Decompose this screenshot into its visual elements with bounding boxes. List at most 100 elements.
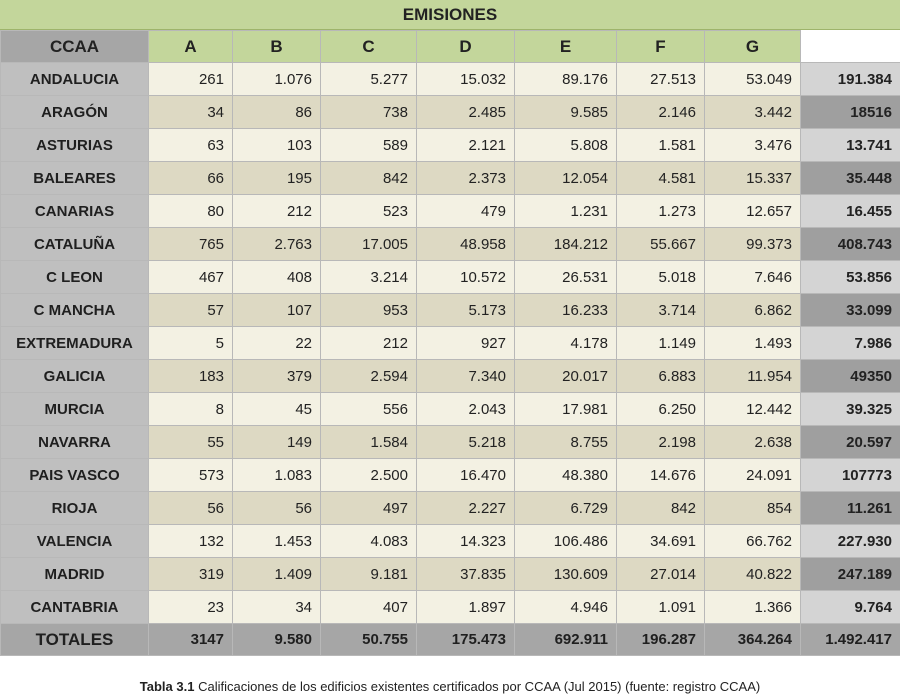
region-name-cell: BALEARES: [0, 161, 149, 195]
region-name-cell: CANTABRIA: [0, 590, 149, 624]
region-name-cell: ANDALUCIA: [0, 62, 149, 96]
value-cell: 10.572: [416, 260, 515, 294]
totals-value-cell: 3147: [148, 623, 233, 656]
value-cell: 5.173: [416, 293, 515, 327]
value-cell: 23: [148, 590, 233, 624]
value-cell: 4.581: [616, 161, 705, 195]
emissions-table: CCAA A B C D E F G ANDALUCIA 261 1.076 5.27…: [0, 30, 900, 656]
value-cell: 1.409: [232, 557, 321, 591]
value-cell: 66: [148, 161, 233, 195]
value-cell: 12.657: [704, 194, 801, 228]
table-body: ANDALUCIA 261 1.076 5.277 15.032 89.176 27.513…: [0, 62, 900, 656]
value-cell: 48.380: [514, 458, 617, 492]
value-cell: 27.014: [616, 557, 705, 591]
value-cell: 16.470: [416, 458, 515, 492]
value-cell: 4.178: [514, 326, 617, 360]
value-cell: 842: [320, 161, 417, 195]
value-cell: 1.083: [232, 458, 321, 492]
table-row: GALICIA 183 379 2.594 7.340 20.017 6.883 11.954…: [0, 359, 900, 393]
row-total-cell: 227.930: [800, 524, 900, 558]
region-name-cell: CANARIAS: [0, 194, 149, 228]
value-cell: 2.121: [416, 128, 515, 162]
table-row: VALENCIA 132 1.453 4.083 14.323 106.486 34.691…: [0, 524, 900, 558]
value-cell: 34: [232, 590, 321, 624]
value-cell: 738: [320, 95, 417, 129]
value-cell: 953: [320, 293, 417, 327]
value-cell: 408: [232, 260, 321, 294]
value-cell: 4.946: [514, 590, 617, 624]
table-row: ARAGÓN 34 86 738 2.485 9.585 2.146 3.442 18516: [0, 95, 900, 129]
value-cell: 212: [232, 194, 321, 228]
table-row: CANARIAS 80 212 523 479 1.231 1.273 12.657 16.45…: [0, 194, 900, 228]
value-cell: 589: [320, 128, 417, 162]
value-cell: 5: [148, 326, 233, 360]
value-cell: 12.442: [704, 392, 801, 426]
value-cell: 3.714: [616, 293, 705, 327]
value-cell: 2.763: [232, 227, 321, 261]
value-cell: 3.214: [320, 260, 417, 294]
row-total-cell: 53.856: [800, 260, 900, 294]
value-cell: 1.581: [616, 128, 705, 162]
region-name-cell: RIOJA: [0, 491, 149, 525]
value-cell: 2.594: [320, 359, 417, 393]
table-row: C MANCHA 57 107 953 5.173 16.233 3.714 6.862 33.…: [0, 293, 900, 327]
value-cell: 1.366: [704, 590, 801, 624]
value-cell: 765: [148, 227, 233, 261]
row-total-cell: 39.325: [800, 392, 900, 426]
value-cell: 1.231: [514, 194, 617, 228]
value-cell: 2.043: [416, 392, 515, 426]
value-cell: 379: [232, 359, 321, 393]
table-row: CATALUÑA 765 2.763 17.005 48.958 184.212 55.66…: [0, 227, 900, 261]
header-col-c: C: [320, 30, 417, 63]
value-cell: 1.493: [704, 326, 801, 360]
value-cell: 6.862: [704, 293, 801, 327]
value-cell: 16.233: [514, 293, 617, 327]
value-cell: 5.808: [514, 128, 617, 162]
region-name-cell: VALENCIA: [0, 524, 149, 558]
value-cell: 14.676: [616, 458, 705, 492]
value-cell: 6.250: [616, 392, 705, 426]
value-cell: 20.017: [514, 359, 617, 393]
row-total-cell: 247.189: [800, 557, 900, 591]
table-row: MADRID 319 1.409 9.181 37.835 130.609 27.014 40…: [0, 557, 900, 591]
region-name-cell: CATALUÑA: [0, 227, 149, 261]
value-cell: 479: [416, 194, 515, 228]
value-cell: 12.054: [514, 161, 617, 195]
value-cell: 11.954: [704, 359, 801, 393]
value-cell: 2.485: [416, 95, 515, 129]
value-cell: 1.091: [616, 590, 705, 624]
header-col-d: D: [416, 30, 515, 63]
value-cell: 556: [320, 392, 417, 426]
value-cell: 56: [148, 491, 233, 525]
value-cell: 2.638: [704, 425, 801, 459]
value-cell: 26.531: [514, 260, 617, 294]
table-row: PAIS VASCO 573 1.083 2.500 16.470 48.380 14.67…: [0, 458, 900, 492]
value-cell: 1.897: [416, 590, 515, 624]
table-row: C LEON 467 408 3.214 10.572 26.531 5.018 7.646 5…: [0, 260, 900, 294]
table-row: MURCIA 8 45 556 2.043 17.981 6.250 12.442 39.325: [0, 392, 900, 426]
value-cell: 15.337: [704, 161, 801, 195]
value-cell: 130.609: [514, 557, 617, 591]
value-cell: 99.373: [704, 227, 801, 261]
header-ccaa: CCAA: [0, 30, 149, 63]
totals-value-cell: 175.473: [416, 623, 515, 656]
grand-total-cell: 1.492.417: [800, 623, 900, 656]
region-name-cell: PAIS VASCO: [0, 458, 149, 492]
header-col-e: E: [514, 30, 617, 63]
row-total-cell: 16.455: [800, 194, 900, 228]
value-cell: 8.755: [514, 425, 617, 459]
value-cell: 5.218: [416, 425, 515, 459]
value-cell: 261: [148, 62, 233, 96]
value-cell: 27.513: [616, 62, 705, 96]
caption-label: Tabla 3.1: [139, 679, 195, 694]
value-cell: 3.442: [704, 95, 801, 129]
value-cell: 3.476: [704, 128, 801, 162]
row-total-cell: 408.743: [800, 227, 900, 261]
region-name-cell: GALICIA: [0, 359, 149, 393]
value-cell: 80: [148, 194, 233, 228]
value-cell: 7.646: [704, 260, 801, 294]
value-cell: 407: [320, 590, 417, 624]
value-cell: 6.883: [616, 359, 705, 393]
totals-value-cell: 9.580: [232, 623, 321, 656]
value-cell: 17.981: [514, 392, 617, 426]
